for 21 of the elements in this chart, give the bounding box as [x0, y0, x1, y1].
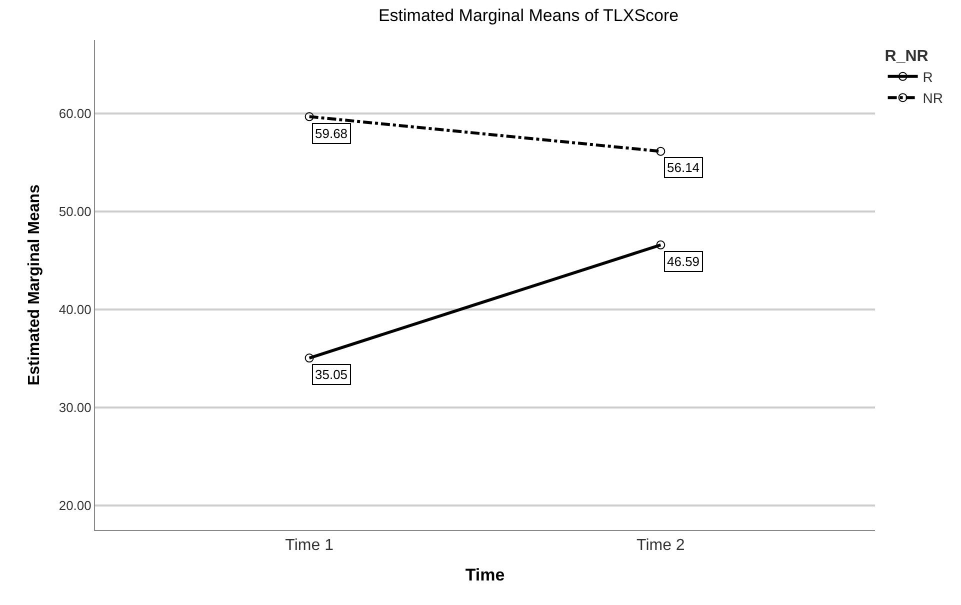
y-tick-label: 40.00 [58, 302, 92, 318]
x-tick-label: Time 1 [285, 537, 334, 554]
y-tick-label: 20.00 [58, 498, 92, 514]
legend-title: R_NR [884, 48, 929, 65]
legend-label: R [922, 68, 933, 85]
point [304, 354, 314, 363]
data-label: 46.59 [667, 254, 700, 269]
x-tick-label: Time 2 [636, 537, 685, 554]
x-axis-title: Time [465, 566, 505, 585]
data-label: 56.14 [667, 160, 700, 175]
data-label: 59.68 [315, 126, 348, 141]
point [656, 146, 666, 156]
y-tick-label: 60.00 [58, 106, 92, 122]
legend-label: NR [922, 90, 944, 106]
data-label: 35.05 [315, 367, 348, 382]
y-tick-label: 30.00 [58, 400, 92, 416]
chart-title: Estimated Marginal Means of TLXScore [378, 6, 679, 25]
y-axis-title: Estimated Marginal Means [26, 184, 43, 386]
point [304, 112, 314, 122]
y-tick-label: 50.00 [58, 204, 92, 220]
point [656, 240, 666, 250]
